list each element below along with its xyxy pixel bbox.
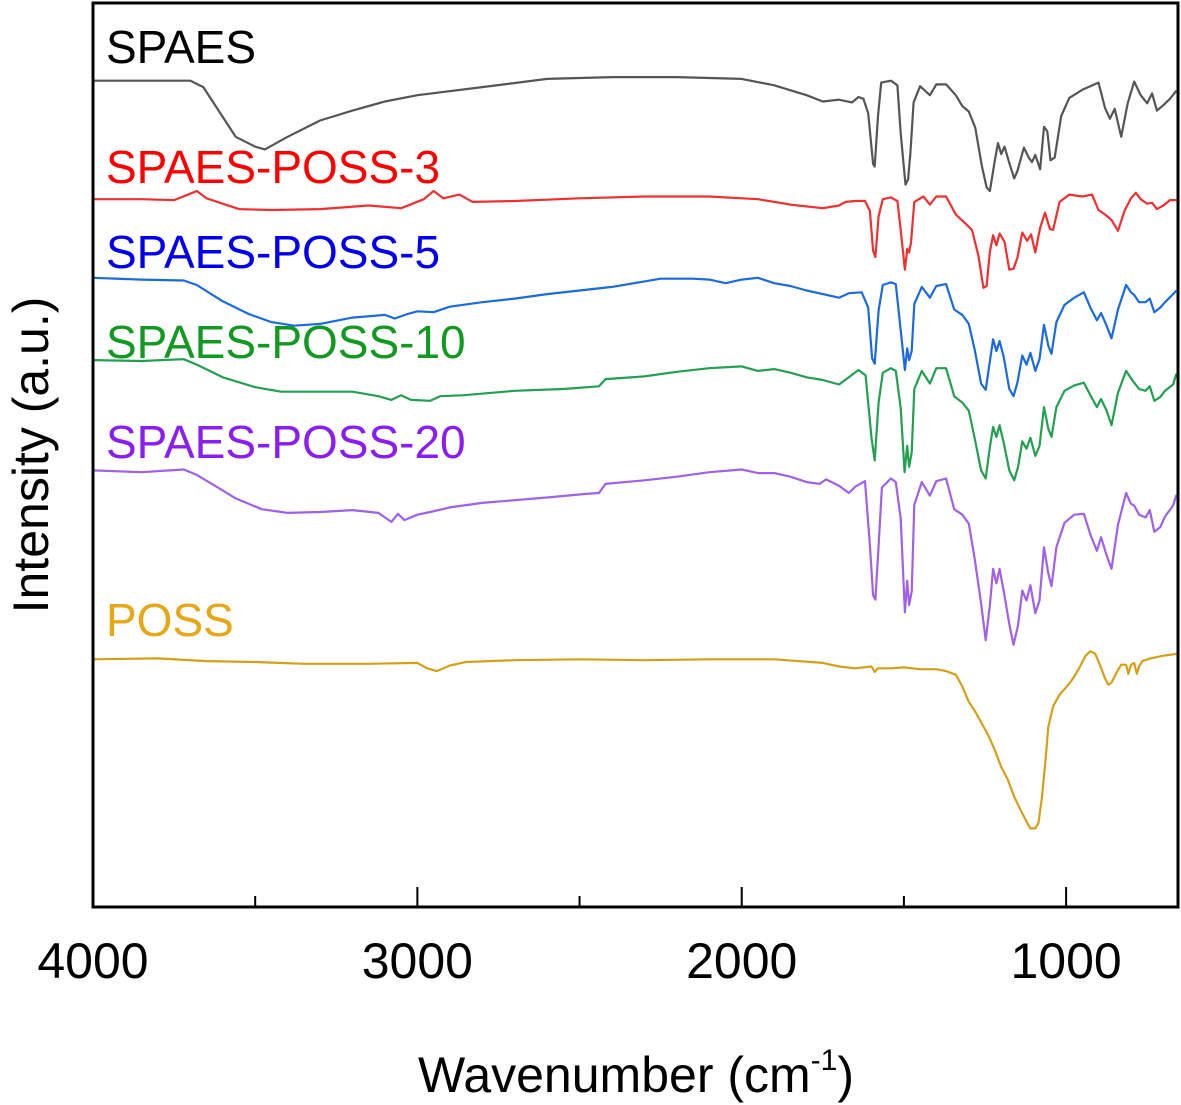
trace-spaes-poss-20 <box>92 468 1178 646</box>
x-tick-label: 2000 <box>686 933 797 989</box>
series-label-spaes-poss-10: SPAES-POSS-10 <box>106 316 466 368</box>
x-axis-title-text: Wavenumber (cm <box>418 1047 811 1103</box>
trace-spaes-poss-10 <box>92 358 1178 482</box>
y-axis-title: Intensity (a.u.) <box>3 297 59 614</box>
x-tick-label: 4000 <box>37 933 148 989</box>
x-axis-title-superscript: -1 <box>811 1044 838 1077</box>
trace-spaes-poss-5 <box>92 276 1178 398</box>
series-label-spaes-poss-20: SPAES-POSS-20 <box>106 416 466 468</box>
x-axis-title-close: ) <box>837 1047 854 1103</box>
series-label-spaes-poss-5: SPAES-POSS-5 <box>106 226 440 278</box>
series-label-spaes: SPAES <box>106 21 256 73</box>
trace-poss <box>92 650 1177 830</box>
series-label-poss: POSS <box>106 594 234 646</box>
series-label-spaes-poss-3: SPAES-POSS-3 <box>106 141 440 193</box>
traces-group <box>92 76 1178 830</box>
series-labels-group: SPAES SPAES-POSS-3 SPAES-POSS-5 SPAES-PO… <box>106 21 466 646</box>
x-axis-ticks: 4000 3000 2000 1000 <box>37 887 1122 989</box>
x-axis-title: Wavenumber (cm-1) <box>418 1044 854 1103</box>
x-tick-label: 1000 <box>1010 933 1121 989</box>
plot-frame <box>91 1 1180 909</box>
x-tick-label: 3000 <box>362 933 473 989</box>
trace-spaes-poss-3 <box>93 189 1177 289</box>
trace-spaes <box>93 76 1178 193</box>
